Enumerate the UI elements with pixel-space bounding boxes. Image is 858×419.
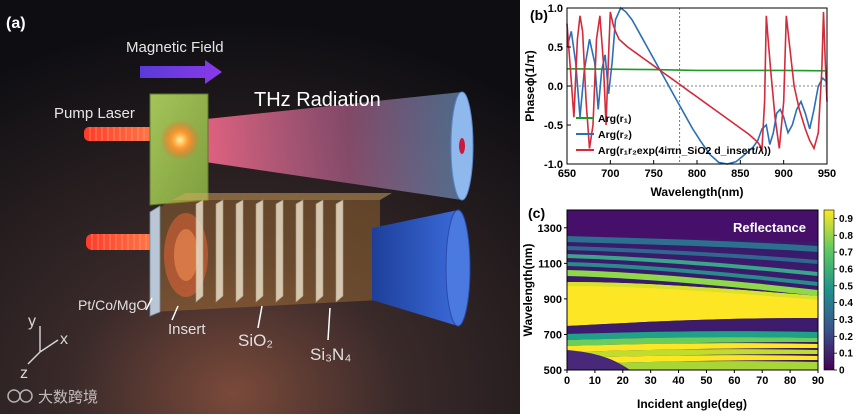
colorbar-tick-label: 0.4 (839, 298, 853, 309)
y-tick-label: 900 (544, 294, 562, 306)
legend-label-r1: Arg(r₁) (598, 113, 632, 125)
panel-a-schematic: (a) Magnetic Field Pump Laser THz Radiat… (0, 0, 520, 414)
leader-lines (145, 297, 331, 341)
y-axis-label: Wavelength(nm) (521, 244, 535, 337)
colorbar-tick-label: 0.3 (839, 315, 853, 326)
x-tick-label: 60 (728, 375, 740, 387)
colorbar (823, 209, 835, 371)
y-tick-label: 1100 (538, 258, 562, 270)
layer-insert-label: Insert (168, 321, 206, 338)
y-tick-label: 1.0 (548, 3, 563, 15)
colorbar-tick-label: 0.7 (839, 248, 853, 259)
colorbar-tick-label: 0.9 (839, 214, 853, 225)
x-tick-label: 950 (818, 168, 836, 180)
y-tick-label: 700 (544, 329, 562, 341)
x-axis-label: Incident angle(deg) (637, 397, 747, 411)
panel-c-label: (c) (528, 205, 545, 221)
phase-chart: (b) 650 700 750 800 850 900 950 -1.0 -0.5 0.0 0.5 1… (523, 3, 836, 199)
reflectance-heatmap: (c) Reflectance 0 10 20 30 40 50 60 70 80 90 500 70… (521, 205, 853, 411)
layer-si3n4-label: Si₃N₄ (310, 345, 351, 364)
axis-y-label: y (28, 313, 36, 330)
axis-z-label: z (20, 365, 28, 382)
y-tick-label: -1.0 (544, 159, 563, 171)
output-cone (372, 209, 471, 327)
y-tick-label: 1300 (538, 223, 562, 235)
thz-radiation-label: THz Radiation (254, 89, 381, 111)
heatmap-frame (566, 209, 819, 371)
heatmap-title: Reflectance (733, 220, 806, 235)
axis-x-label: x (60, 331, 68, 348)
heatmap-field (567, 210, 818, 370)
panel-b-phase-chart: (b) 650 700 750 800 850 900 950 -1.0 -0.5 0.0 0.5 1… (520, 0, 858, 200)
series-line-r2 (566, 6, 828, 165)
magnetic-field-label: Magnetic Field (126, 39, 224, 56)
pump-laser-label: Pump Laser (54, 105, 135, 122)
x-tick-label: 20 (617, 375, 629, 387)
multilayer-stack (149, 193, 392, 317)
y-axis-label: Phaseϕ(1/π) (523, 50, 537, 122)
layer-sio2-label: SiO₂ (238, 331, 273, 350)
x-tick-label: 850 (731, 168, 749, 180)
x-tick-label: 750 (644, 168, 662, 180)
y-tick-label: 0.0 (548, 81, 563, 93)
colorbar-tick-label: 0.2 (839, 332, 853, 343)
magnetic-field-arrow-icon (140, 60, 222, 84)
x-tick-label: 30 (645, 375, 657, 387)
plot-frame (566, 7, 828, 165)
panel-b-label: (b) (530, 7, 548, 23)
thz-radiation-cone (178, 91, 474, 201)
x-tick-label: 80 (784, 375, 796, 387)
panel-a-label: (a) (6, 15, 26, 32)
legend-label-r1r2: Arg(r₁r₂exp(4iπn_SiO2 d_insert/λ)) (598, 145, 771, 157)
x-tick-label: 650 (558, 168, 576, 180)
colorbar-tick-label: 0.5 (839, 281, 853, 292)
watermark-text: 大数跨境 (38, 388, 98, 406)
x-tick-label: 900 (774, 168, 792, 180)
colorbar-tick-label: 0.1 (839, 349, 853, 360)
series-line-r1r2 (566, 11, 828, 151)
x-tick-label: 90 (812, 375, 824, 387)
x-tick-label: 0 (564, 375, 570, 387)
x-tick-label: 70 (756, 375, 768, 387)
colorbar-tick-label: 0 (839, 366, 845, 377)
x-axis-label: Wavelength(nm) (651, 185, 744, 199)
colorbar-tick-label: 0.6 (839, 264, 853, 275)
axes-triad-icon (27, 326, 59, 365)
x-tick-label: 700 (601, 168, 619, 180)
pump-laser-beam-bottom (86, 234, 156, 250)
watermark-logo (7, 389, 33, 403)
colorbar-tick-label: 0.8 (839, 231, 853, 242)
x-tick-label: 50 (700, 375, 712, 387)
panel-c-reflectance-map: (c) Reflectance 0 10 20 30 40 50 60 70 80 90 500 70… (520, 200, 858, 414)
legend-label-r2: Arg(r₂) (598, 129, 632, 141)
emitter-plate (149, 93, 209, 206)
x-tick-label: 10 (589, 375, 601, 387)
layer-ptcomgo-label: Pt/Co/MgO (78, 297, 147, 313)
pump-laser-beam-top (84, 127, 156, 141)
y-tick-label: -0.5 (544, 120, 563, 132)
y-tick-label: 500 (544, 365, 562, 377)
x-tick-label: 800 (688, 168, 706, 180)
schematic-figure: (a) Magnetic Field Pump Laser THz Radiat… (0, 0, 520, 414)
x-tick-label: 40 (672, 375, 684, 387)
y-tick-label: 0.5 (548, 42, 563, 54)
series-line-r1 (566, 68, 828, 72)
